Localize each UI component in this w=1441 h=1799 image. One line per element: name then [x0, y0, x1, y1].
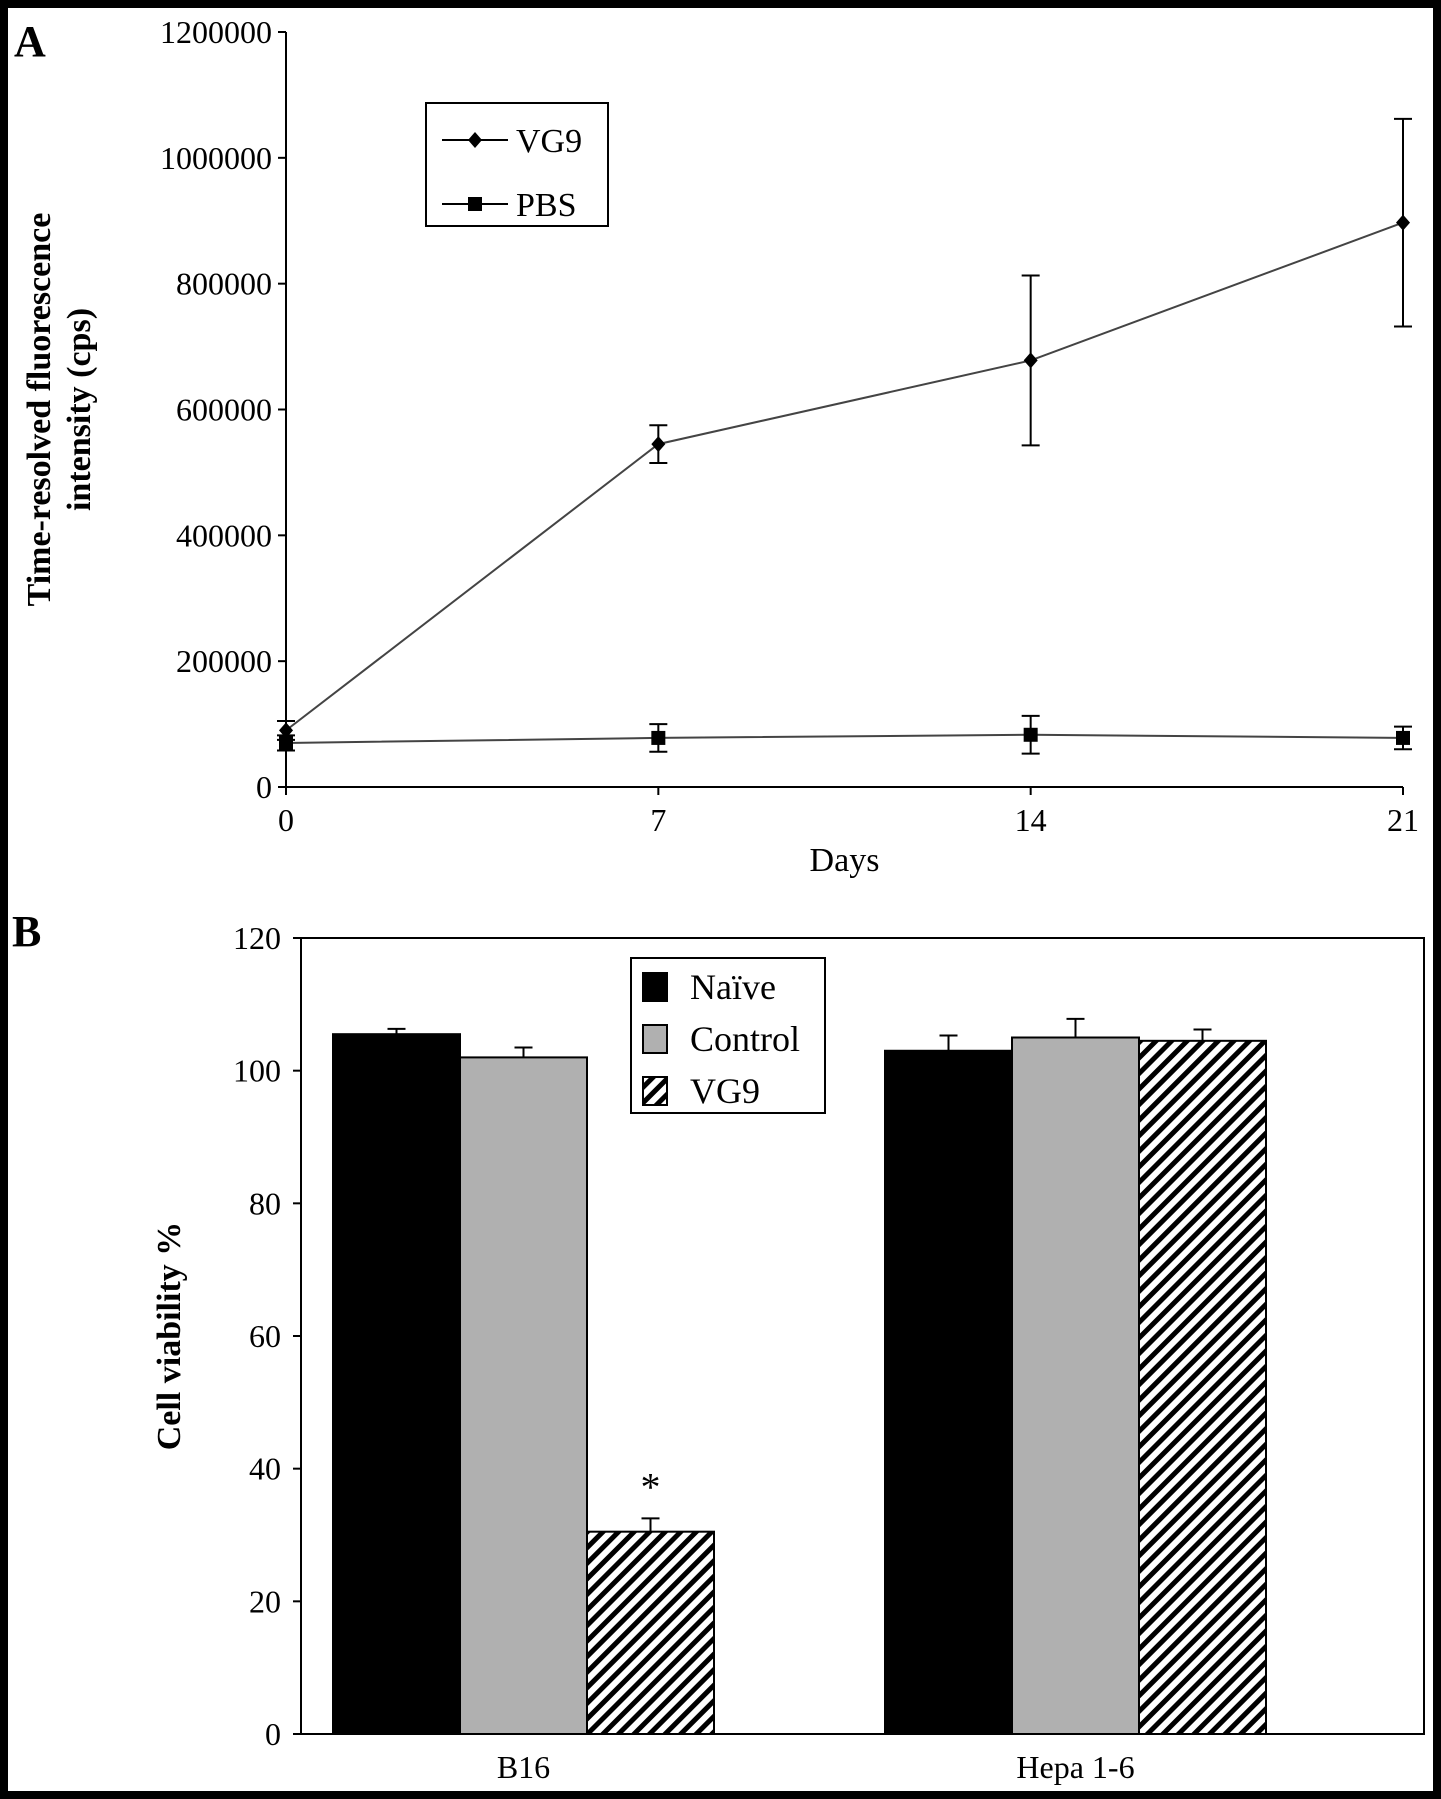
legend-square-icon — [468, 197, 482, 211]
data-point-diamond — [651, 436, 666, 453]
y-axis-label: Time-resolved fluorescenceintensity (cps… — [21, 213, 98, 607]
legend: Naïve Control VG9 — [630, 957, 826, 1114]
y-axis-label-line: intensity (cps) — [61, 308, 98, 511]
data-point-square — [1023, 727, 1038, 742]
series-line-vg9 — [285, 221, 1404, 732]
data-point-square — [279, 735, 293, 750]
y-tick-label: 0 — [265, 1716, 281, 1752]
bar-control — [459, 1056, 588, 1735]
y-tick-label: 1000000 — [160, 140, 272, 176]
legend-label: VG9 — [516, 123, 582, 160]
y-tick-label: 120 — [233, 920, 281, 956]
significance-asterisk: * — [641, 1464, 661, 1509]
legend-label: VG9 — [690, 1071, 760, 1111]
bar-vg9 — [1138, 1039, 1267, 1735]
y-tick-label: 800000 — [176, 266, 272, 302]
x-tick-label: 7 — [650, 802, 666, 838]
y-tick-label: 80 — [249, 1185, 281, 1221]
y-axis-label-line: Time-resolved fluorescence — [21, 213, 58, 607]
data-point-diamond — [279, 722, 293, 739]
y-tick-label: 600000 — [176, 392, 272, 428]
bar-control — [1011, 1036, 1140, 1735]
legend-swatch-icon — [642, 972, 668, 1002]
y-tick-label: 60 — [249, 1318, 281, 1354]
legend-label: Control — [690, 1019, 800, 1059]
bar-naïve — [332, 1033, 461, 1735]
legend-diamond-icon — [468, 132, 482, 148]
data-point-square — [651, 730, 666, 745]
panel-label: B — [12, 907, 41, 956]
legend-swatch-icon — [642, 1076, 668, 1106]
y-tick-label: 0 — [256, 769, 272, 805]
legend-box — [425, 102, 609, 227]
legend: VG9 PBS — [425, 102, 609, 227]
y-tick-label: 100 — [233, 1053, 281, 1089]
y-tick-label: 200000 — [176, 643, 272, 679]
x-tick-label: 0 — [278, 802, 294, 838]
y-tick-label: 20 — [249, 1583, 281, 1619]
y-tick-label: 400000 — [176, 517, 272, 553]
y-tick-label: 1200000 — [160, 14, 272, 50]
data-point-diamond — [1023, 352, 1038, 369]
y-axis-label: Cell viability % — [151, 1222, 188, 1451]
legend-label: Naïve — [690, 967, 776, 1007]
x-tick-label: Hepa 1-6 — [1016, 1749, 1134, 1785]
panel-a-line-chart: A 0 200000 400000 600000 800000 1000000 1200000… — [14, 14, 1419, 879]
x-tick-label: 14 — [1015, 802, 1047, 838]
data-point-diamond — [1396, 214, 1410, 231]
series-line-pbs — [285, 733, 1404, 744]
bar-naïve — [884, 1049, 1013, 1736]
y-tick-label: 40 — [249, 1451, 281, 1487]
panel-b-bar-chart: B 0 20 40 60 80 100 120 Cell viability % B16 Hepa … — [12, 907, 1425, 1785]
bar-vg9 — [586, 1530, 715, 1736]
x-axis-label: Days — [810, 842, 880, 879]
legend-label: PBS — [516, 187, 577, 224]
legend-swatch-icon — [642, 1024, 668, 1054]
x-tick-label: B16 — [497, 1749, 550, 1785]
panel-label: A — [14, 17, 46, 66]
x-tick-label: 21 — [1387, 802, 1419, 838]
data-point-square — [1396, 730, 1410, 745]
